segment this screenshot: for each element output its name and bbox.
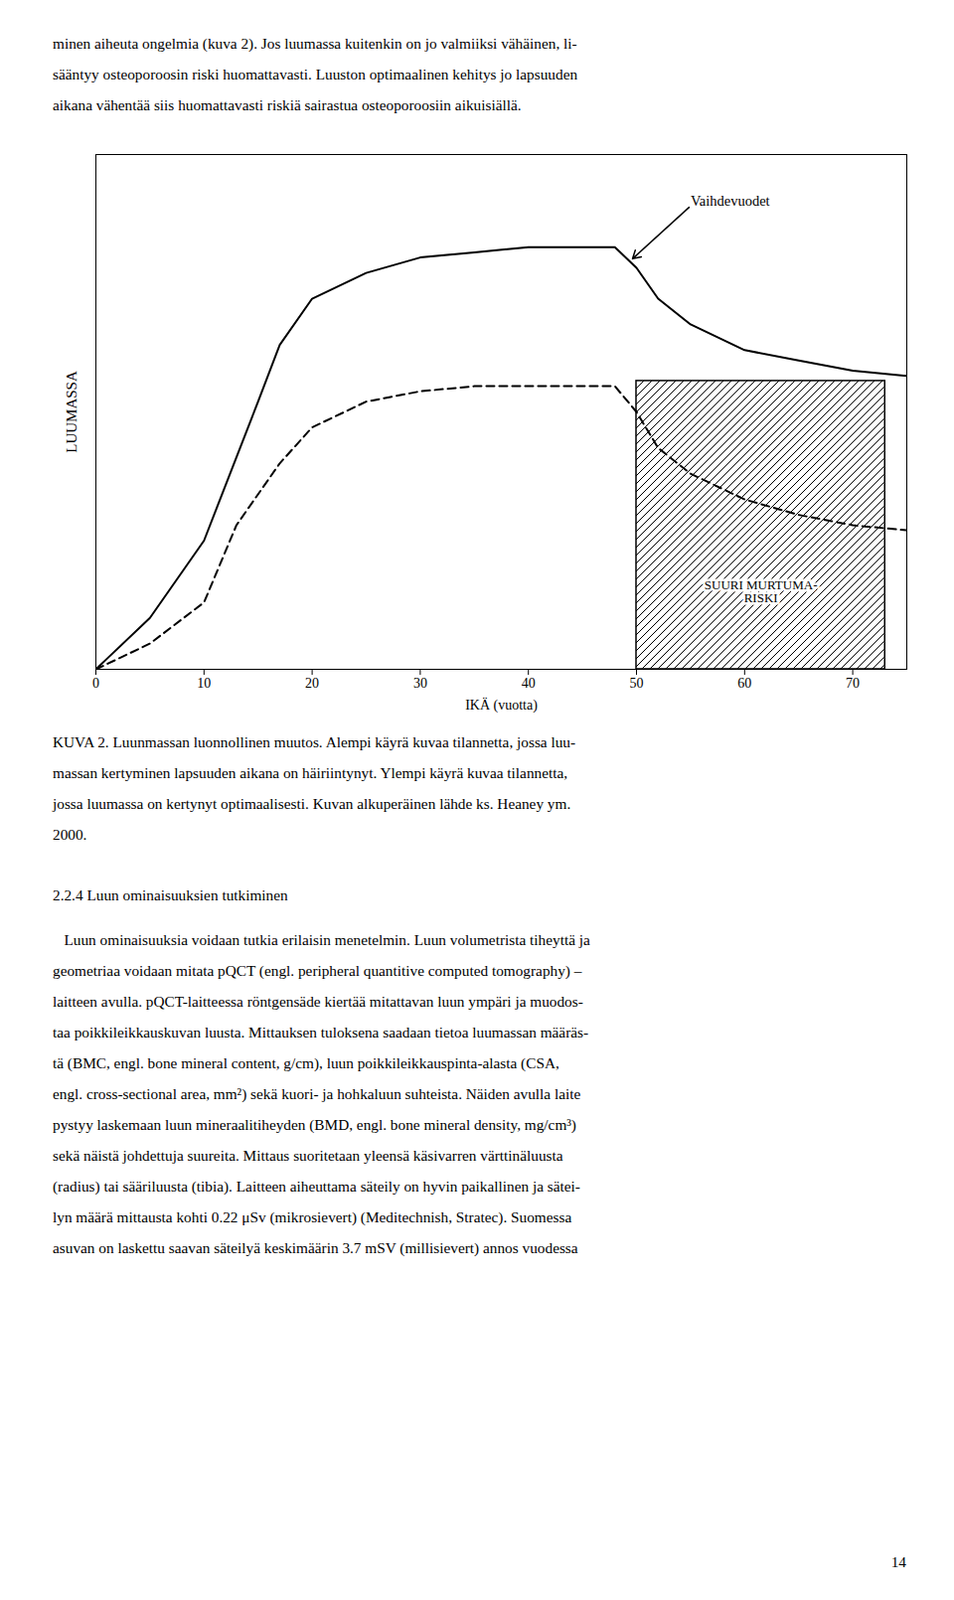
svg-text:40: 40	[521, 675, 536, 691]
svg-text:0: 0	[92, 675, 100, 691]
html-text:taa poikkileikkauskuvan luusta: taa poikkileikkauskuvan luusta. Mittauks…	[52, 1023, 589, 1041]
html-text:engl. cross-sectional area, mm: engl. cross-sectional area, mm²) sekä ku…	[52, 1085, 581, 1103]
html-text:Luun ominaisuuksia voidaan tut: Luun ominaisuuksia voidaan tutkia erilai…	[52, 931, 591, 949]
svg-text:20: 20	[305, 675, 319, 691]
html-text:pystyy laskemaan luun mineraal: pystyy laskemaan luun mineraalitiheyden …	[52, 1115, 577, 1133]
html-text:lyn määrä mittausta kohti 0.22: lyn määrä mittausta kohti 0.22 μSv (mikr…	[52, 1208, 572, 1226]
svg-text:IKÄ (vuotta): IKÄ (vuotta)	[465, 696, 538, 714]
svg-text:SUURI MURTUMA-RISKI: SUURI MURTUMA-RISKI	[704, 577, 818, 606]
html-text:sääntyy osteoporoosin riski hu: sääntyy osteoporoosin riski huomattavast…	[52, 65, 578, 83]
html-text:(radius) tai sääriluusta (tibi: (radius) tai sääriluusta (tibia). Laitte…	[52, 1177, 581, 1195]
svg-text:50: 50	[630, 675, 644, 691]
html-text:2000.: 2000.	[52, 825, 87, 843]
html-text:massan kertyminen lapsuuden ai: massan kertyminen lapsuuden aikana on hä…	[52, 764, 568, 782]
svg-text:Vaihdevuodet: Vaihdevuodet	[690, 192, 771, 209]
html-text:jossa luumassa on kertynyt opt: jossa luumassa on kertynyt optimaalisest…	[52, 795, 571, 812]
svg-text:30: 30	[413, 675, 428, 691]
html-text:KUVA 2. Luunmassan luonnolline: KUVA 2. Luunmassan luonnollinen muutos. …	[52, 733, 576, 751]
html-text:14: 14	[891, 1553, 907, 1571]
svg-text:10: 10	[196, 675, 211, 691]
html-text:2.2.4 Luun ominaisuuksien tutk: 2.2.4 Luun ominaisuuksien tutkiminen	[52, 886, 288, 904]
svg-text:60: 60	[737, 675, 752, 691]
html-text:sekä näistä johdettuja suureit: sekä näistä johdettuja suureita. Mittaus…	[52, 1146, 564, 1164]
html-text:laitteen avulla. pQCT-laittees: laitteen avulla. pQCT-laitteessa röntgen…	[52, 992, 584, 1010]
html-text:tä (BMC, engl. bone mineral co: tä (BMC, engl. bone mineral content, g/c…	[52, 1054, 560, 1072]
html-text:asuvan on laskettu saavan säte: asuvan on laskettu saavan säteilyä keski…	[52, 1239, 578, 1257]
svg-text:LUUMASSA: LUUMASSA	[63, 370, 80, 454]
html-text:minen aiheuta ongelmia (kuva 2: minen aiheuta ongelmia (kuva 2). Jos luu…	[52, 34, 577, 52]
html-text:aikana vähentää siis huomattav: aikana vähentää siis huomattavasti riski…	[52, 96, 522, 114]
html-text:geometriaa voidaan mitata pQCT: geometriaa voidaan mitata pQCT (engl. pe…	[52, 961, 582, 979]
svg-text:70: 70	[845, 675, 860, 691]
